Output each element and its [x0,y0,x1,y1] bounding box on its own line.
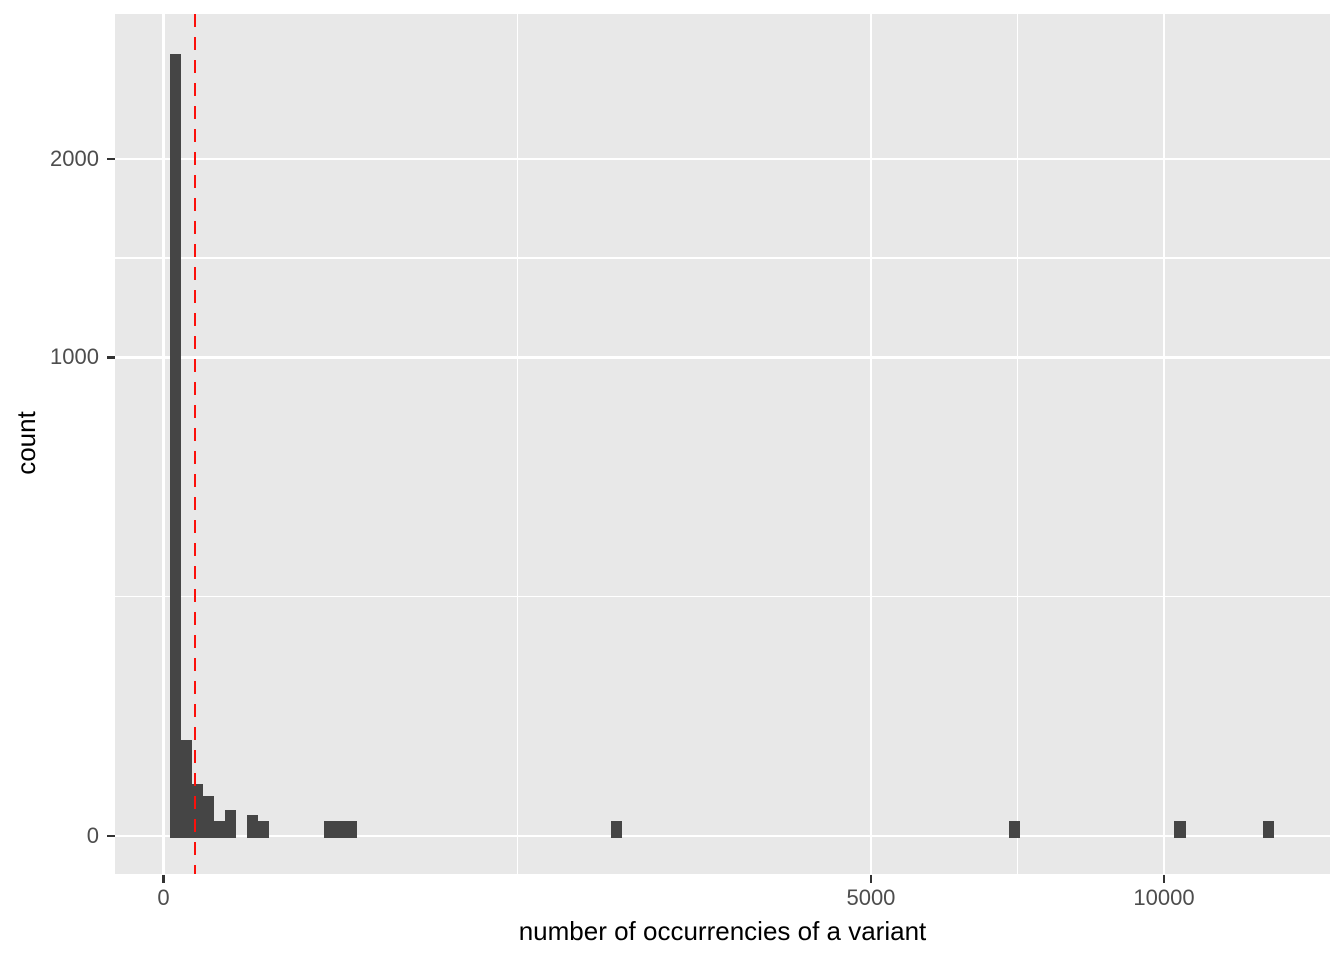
histogram-bar [203,795,215,838]
histogram-bar [191,783,203,838]
x-axis-tick-mark [1162,874,1166,883]
x-major-gridline [869,14,873,874]
histogram-bar [323,820,357,838]
y-axis-tick-label: 1000 [50,344,99,370]
histogram-bar [214,820,225,838]
y-axis-tick-label: 2000 [50,146,99,171]
y-major-gridline [115,356,1330,359]
x-major-gridline [1162,14,1166,874]
x-minor-gridline [1016,14,1019,874]
y-axis-tick-mark [107,356,115,359]
histogram-bar [1263,820,1275,838]
x-axis-tick-mark [162,874,165,883]
y-major-gridline [115,834,1330,838]
histogram-bar [181,740,192,838]
y-minor-gridline [115,595,1330,598]
y-major-gridline [115,157,1330,161]
y-axis-tick-label: 0 [86,823,99,848]
histogram-bar [247,814,259,838]
histogram-bar [1009,820,1020,838]
x-axis-tick-mark [869,874,873,883]
x-minor-gridline [516,14,518,874]
x-axis-tick-label: 0 [157,885,170,910]
threshold-reference-line [193,14,197,874]
x-major-gridline [162,14,165,874]
histogram-bar [225,809,237,838]
y-minor-gridline [115,257,1330,259]
histogram-bar [1174,820,1186,838]
plot-panel [115,14,1330,874]
y-axis-tick-mark [107,834,115,838]
y-axis-tick-mark [107,157,115,161]
x-axis-title: number of occurrencies of a variant [518,916,927,946]
y-axis-title: count [11,411,41,475]
x-axis-tick-label: 10000 [1133,885,1195,910]
histogram-bar [169,53,182,838]
histogram-bar [611,820,622,838]
histogram-bar [258,820,269,838]
x-axis-tick-label: 5000 [846,885,896,910]
